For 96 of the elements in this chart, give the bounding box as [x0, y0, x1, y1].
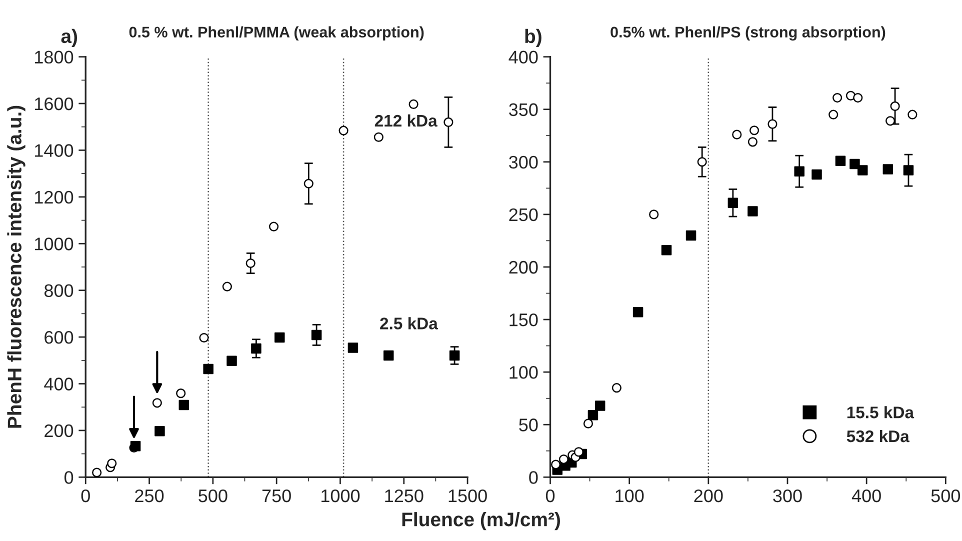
point: [348, 342, 358, 353]
legend-label: 15.5 kDa: [847, 406, 914, 418]
x-tick-label: 1500: [448, 489, 487, 502]
point: [686, 230, 696, 241]
point: [850, 158, 860, 170]
y-tick-label: 200: [44, 424, 74, 438]
x-tick-label: 0: [546, 489, 555, 502]
y-tick-label: 800: [44, 284, 74, 298]
point: [92, 468, 102, 478]
point: [178, 400, 190, 410]
point: [908, 110, 918, 120]
point: [794, 166, 804, 176]
point: [304, 178, 314, 188]
y-tick-label: 1200: [35, 190, 74, 204]
y-tick-label: 1400: [35, 144, 74, 157]
chart-title: 0.5% wt. Phenl/PS (strong absorption): [610, 26, 886, 41]
text: b): [525, 28, 542, 47]
point: [268, 222, 279, 232]
point: [649, 210, 659, 220]
point: [226, 356, 237, 366]
point: [251, 343, 262, 354]
point: [551, 460, 561, 470]
point: [588, 410, 598, 420]
y-tick-label: 50: [519, 418, 538, 432]
point: [203, 364, 214, 374]
y-tick-label: 200: [509, 260, 538, 274]
y-tick-label: 600: [44, 330, 74, 344]
point: [176, 388, 186, 398]
point: [383, 350, 394, 361]
y-tick-label: 1600: [35, 97, 74, 110]
point: [311, 330, 322, 340]
point: [748, 137, 758, 147]
y-tick-label: 0: [64, 471, 74, 484]
x-tick-label: 200: [694, 489, 723, 502]
point: [154, 426, 165, 436]
y-tick-label: 400: [508, 50, 538, 64]
point: [222, 282, 232, 292]
point: [812, 169, 822, 180]
x-tick-label: 400: [852, 489, 881, 502]
point: [374, 132, 384, 142]
point: [594, 400, 606, 411]
point: [853, 93, 863, 103]
y-tick-label: 1000: [35, 238, 74, 250]
x-axis-title: Fluence (mJ/cm²): [402, 512, 560, 530]
y-tick-label: 100: [510, 366, 538, 379]
point: [199, 332, 209, 343]
point: [583, 418, 594, 428]
x-tick-label: 100: [616, 489, 644, 502]
x-tick-label: 1000: [322, 489, 360, 502]
point: [444, 117, 454, 127]
point: [152, 398, 162, 408]
x-tick-label: 750: [262, 489, 291, 502]
point: [728, 198, 738, 208]
y-tick-label: 250: [509, 208, 538, 222]
point: [732, 130, 742, 140]
y-tick-label: 400: [44, 378, 74, 390]
point: [886, 116, 896, 126]
point: [574, 447, 584, 457]
x-tick-label: 500: [198, 489, 228, 502]
point: [768, 119, 778, 129]
x-tick-label: 500: [931, 489, 960, 502]
series-label: 2.5 kDa: [380, 317, 438, 330]
point: [408, 99, 418, 110]
x-tick-label: 0: [81, 489, 90, 502]
x-tick-label: 1250: [385, 489, 424, 502]
point: [748, 206, 758, 216]
point: [274, 332, 285, 343]
point: [835, 156, 846, 166]
point: [697, 157, 707, 167]
y-tick-label: 0: [529, 471, 538, 484]
x-tick-label: 300: [773, 489, 802, 502]
chart-title: 0.5 % wt. Phenl/PMMA (weak absorption): [129, 26, 424, 41]
point: [749, 126, 760, 136]
y-axis-title: PhenH fluorescence intensity (a.u.): [7, 106, 26, 428]
y-tick-label: 300: [509, 156, 538, 169]
legend-label: 532 kDa: [846, 430, 910, 442]
point: [890, 101, 900, 111]
point: [828, 110, 838, 120]
point: [558, 454, 568, 464]
point: [903, 165, 914, 176]
point: [107, 458, 117, 468]
point: [246, 258, 256, 268]
y-tick-label: 350: [509, 103, 538, 116]
point: [338, 126, 348, 136]
point: [882, 164, 894, 174]
series-label: 212 kDa: [374, 114, 438, 127]
point: [857, 165, 868, 176]
point: [661, 245, 672, 256]
x-tick-label: 250: [135, 489, 164, 502]
point: [832, 93, 842, 103]
y-tick-label: 150: [510, 313, 538, 326]
text: a): [61, 28, 78, 47]
y-tick-label: 1800: [35, 50, 74, 64]
point: [449, 350, 460, 361]
point: [612, 383, 622, 393]
point: [632, 307, 644, 318]
